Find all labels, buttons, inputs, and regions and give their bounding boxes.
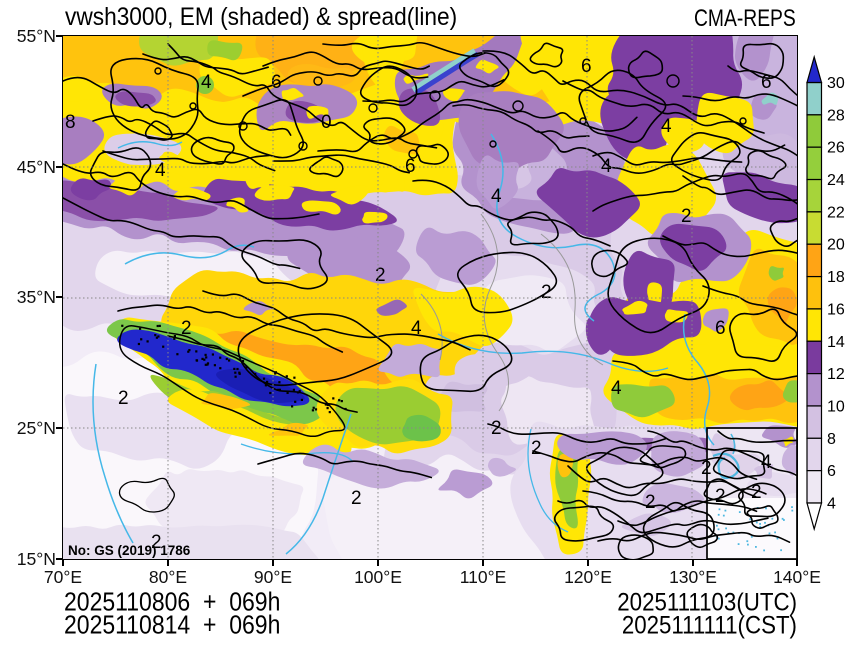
svg-text:4: 4 bbox=[661, 116, 672, 137]
svg-text:4: 4 bbox=[827, 496, 836, 513]
svg-text:8: 8 bbox=[827, 431, 836, 448]
svg-text:4: 4 bbox=[201, 72, 212, 93]
svg-text:2: 2 bbox=[181, 318, 192, 339]
svg-text:4: 4 bbox=[411, 318, 422, 339]
svg-text:2: 2 bbox=[531, 438, 542, 459]
svg-text:2: 2 bbox=[351, 488, 362, 509]
svg-text:30: 30 bbox=[827, 75, 845, 92]
svg-text:2: 2 bbox=[375, 265, 386, 286]
svg-text:22: 22 bbox=[827, 204, 845, 221]
svg-text:6: 6 bbox=[405, 156, 416, 177]
svg-text:8: 8 bbox=[65, 112, 76, 133]
svg-text:2: 2 bbox=[541, 282, 552, 303]
svg-text:6: 6 bbox=[271, 72, 282, 93]
svg-text:14: 14 bbox=[827, 334, 845, 351]
svg-text:2: 2 bbox=[645, 492, 656, 513]
svg-text:12: 12 bbox=[827, 366, 845, 383]
svg-text:4: 4 bbox=[761, 452, 772, 473]
svg-text:26: 26 bbox=[827, 140, 845, 157]
svg-text:6: 6 bbox=[715, 318, 726, 339]
svg-text:16: 16 bbox=[827, 301, 845, 318]
svg-text:2: 2 bbox=[715, 486, 726, 507]
svg-text:6: 6 bbox=[581, 56, 592, 77]
svg-text:6: 6 bbox=[827, 463, 836, 480]
svg-text:4: 4 bbox=[491, 186, 502, 207]
svg-text:2: 2 bbox=[118, 388, 129, 409]
svg-text:10: 10 bbox=[827, 399, 845, 416]
svg-text:2: 2 bbox=[751, 482, 762, 503]
svg-text:4: 4 bbox=[155, 160, 166, 181]
svg-text:4: 4 bbox=[601, 156, 612, 177]
svg-text:24: 24 bbox=[827, 172, 845, 189]
svg-text:6: 6 bbox=[761, 72, 772, 93]
svg-text:28: 28 bbox=[827, 107, 845, 124]
svg-text:2: 2 bbox=[151, 532, 162, 553]
svg-text:2: 2 bbox=[681, 206, 692, 227]
svg-text:20: 20 bbox=[827, 237, 845, 254]
svg-text:0: 0 bbox=[321, 112, 332, 133]
svg-text:4: 4 bbox=[611, 378, 622, 399]
svg-text:18: 18 bbox=[827, 269, 845, 286]
